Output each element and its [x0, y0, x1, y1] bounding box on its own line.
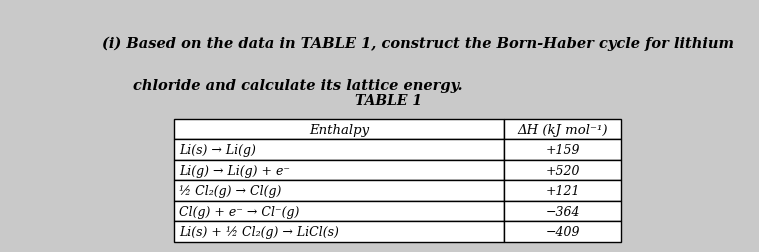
Bar: [175, 201, 504, 221]
Text: Li(s) + ½ Cl₂(g) → LiCl(s): Li(s) + ½ Cl₂(g) → LiCl(s): [179, 225, 339, 238]
Text: Li(g) → Li(g) + e⁻: Li(g) → Li(g) + e⁻: [179, 164, 290, 177]
Text: ΔH (kJ mol⁻¹): ΔH (kJ mol⁻¹): [518, 123, 608, 136]
Bar: [175, 160, 504, 181]
Text: Li(s) → Li(g): Li(s) → Li(g): [179, 144, 256, 156]
Bar: [504, 181, 622, 201]
Text: ½ Cl₂(g) → Cl(g): ½ Cl₂(g) → Cl(g): [179, 184, 282, 197]
Text: (i) Based on the data in TABLE 1, construct the Born-Haber cycle for lithium: (i) Based on the data in TABLE 1, constr…: [102, 36, 734, 50]
Text: +121: +121: [545, 184, 580, 197]
Text: Enthalpy: Enthalpy: [309, 123, 369, 136]
Text: −409: −409: [545, 225, 580, 238]
Text: +159: +159: [545, 144, 580, 156]
Bar: [504, 201, 622, 221]
Bar: [175, 119, 504, 140]
Bar: [504, 140, 622, 160]
Text: chloride and calculate its lattice energy.: chloride and calculate its lattice energ…: [133, 79, 463, 93]
Bar: [175, 181, 504, 201]
Bar: [175, 140, 504, 160]
Text: −364: −364: [545, 205, 580, 218]
Bar: [504, 221, 622, 242]
Bar: [504, 160, 622, 181]
Bar: [175, 221, 504, 242]
Bar: [504, 119, 622, 140]
Text: +520: +520: [545, 164, 580, 177]
Text: TABLE 1: TABLE 1: [355, 94, 423, 108]
Text: Cl(g) + e⁻ → Cl⁻(g): Cl(g) + e⁻ → Cl⁻(g): [179, 205, 299, 218]
